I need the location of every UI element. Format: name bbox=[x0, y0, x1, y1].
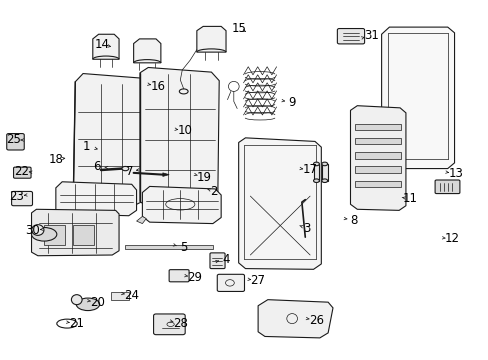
Polygon shape bbox=[163, 173, 169, 176]
Text: 3: 3 bbox=[303, 222, 310, 235]
Text: 13: 13 bbox=[447, 167, 463, 180]
Bar bbox=[44, 225, 64, 245]
Polygon shape bbox=[50, 209, 60, 216]
FancyBboxPatch shape bbox=[209, 253, 224, 269]
FancyBboxPatch shape bbox=[7, 134, 24, 150]
Text: 7: 7 bbox=[126, 165, 134, 177]
Text: 28: 28 bbox=[173, 317, 187, 330]
Bar bbox=[321, 163, 327, 181]
Text: 20: 20 bbox=[90, 296, 105, 309]
Polygon shape bbox=[133, 39, 161, 63]
Ellipse shape bbox=[321, 162, 327, 166]
FancyBboxPatch shape bbox=[217, 274, 244, 292]
Text: 19: 19 bbox=[197, 171, 212, 184]
Text: 26: 26 bbox=[308, 314, 323, 327]
Bar bbox=[355, 152, 400, 158]
Text: 10: 10 bbox=[177, 124, 192, 137]
Text: 4: 4 bbox=[222, 253, 229, 266]
Ellipse shape bbox=[32, 225, 44, 235]
Ellipse shape bbox=[321, 179, 327, 183]
Polygon shape bbox=[197, 26, 225, 52]
Ellipse shape bbox=[76, 298, 100, 311]
Text: 11: 11 bbox=[402, 192, 416, 205]
FancyBboxPatch shape bbox=[337, 28, 364, 44]
FancyBboxPatch shape bbox=[434, 180, 459, 194]
Text: 18: 18 bbox=[48, 153, 63, 166]
Text: 24: 24 bbox=[124, 288, 139, 302]
Ellipse shape bbox=[31, 228, 57, 241]
Text: 12: 12 bbox=[444, 233, 459, 246]
Bar bbox=[313, 163, 319, 181]
Text: 8: 8 bbox=[350, 213, 357, 226]
Text: 29: 29 bbox=[187, 271, 202, 284]
Text: 14: 14 bbox=[95, 39, 110, 51]
Text: 6: 6 bbox=[93, 160, 101, 173]
Polygon shape bbox=[56, 182, 136, 216]
Text: 31: 31 bbox=[364, 29, 379, 42]
Polygon shape bbox=[142, 186, 221, 224]
Bar bbox=[111, 292, 129, 300]
Text: 22: 22 bbox=[14, 165, 29, 177]
Text: 5: 5 bbox=[180, 241, 187, 255]
Text: 9: 9 bbox=[288, 96, 295, 109]
FancyBboxPatch shape bbox=[169, 270, 189, 282]
Bar bbox=[355, 138, 400, 144]
Bar bbox=[355, 123, 400, 130]
Ellipse shape bbox=[122, 166, 128, 171]
Text: 16: 16 bbox=[150, 80, 165, 93]
Polygon shape bbox=[258, 300, 332, 338]
Ellipse shape bbox=[313, 179, 319, 183]
Polygon shape bbox=[136, 216, 146, 224]
Polygon shape bbox=[93, 34, 119, 59]
Text: 25: 25 bbox=[6, 134, 21, 147]
Bar bbox=[73, 225, 94, 245]
Polygon shape bbox=[238, 138, 321, 269]
Text: 27: 27 bbox=[250, 274, 265, 287]
Text: 2: 2 bbox=[210, 185, 218, 198]
Polygon shape bbox=[381, 27, 454, 168]
Ellipse shape bbox=[71, 295, 82, 305]
Text: 1: 1 bbox=[82, 140, 90, 153]
Polygon shape bbox=[140, 67, 219, 208]
Bar bbox=[355, 181, 400, 187]
Polygon shape bbox=[31, 209, 119, 256]
Text: 30: 30 bbox=[25, 224, 41, 237]
Ellipse shape bbox=[313, 162, 319, 166]
FancyBboxPatch shape bbox=[12, 192, 32, 206]
FancyBboxPatch shape bbox=[153, 314, 185, 335]
FancyBboxPatch shape bbox=[14, 167, 31, 178]
Text: 15: 15 bbox=[231, 22, 245, 35]
Polygon shape bbox=[350, 106, 405, 210]
Polygon shape bbox=[73, 73, 149, 204]
Text: 17: 17 bbox=[302, 163, 317, 176]
Text: 21: 21 bbox=[69, 317, 84, 330]
Bar bbox=[125, 245, 212, 249]
Text: 23: 23 bbox=[9, 190, 24, 203]
Bar bbox=[355, 166, 400, 173]
